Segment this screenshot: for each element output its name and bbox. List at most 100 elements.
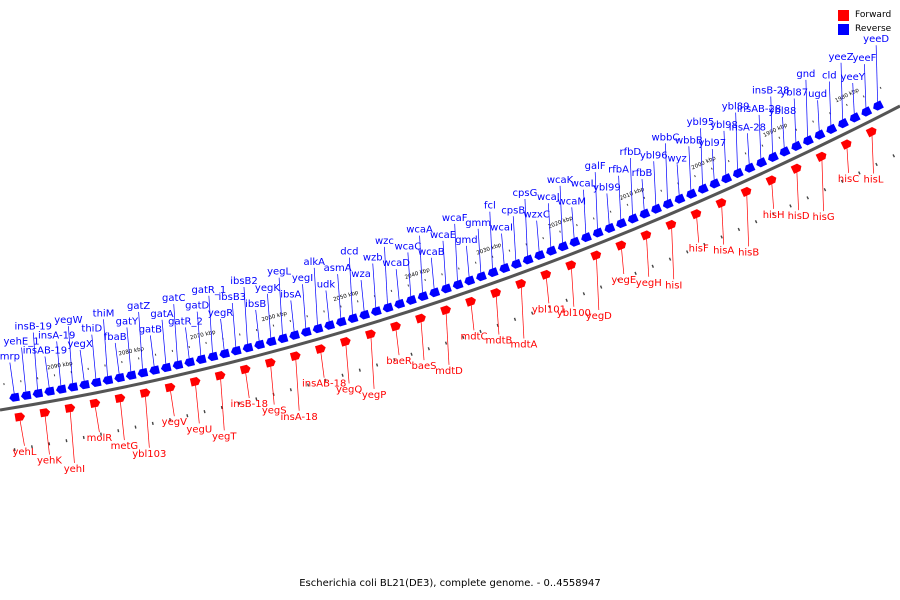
forward-gene-label: ybl100 xyxy=(557,308,591,319)
reverse-gene-label: gatC xyxy=(162,293,185,304)
forward-gene-arrow xyxy=(465,296,476,307)
reverse-gene-arrow xyxy=(546,245,557,256)
forward-gene-arrow xyxy=(214,371,226,381)
reverse-gene-arrow xyxy=(9,392,20,402)
tick-mark-upper xyxy=(643,196,646,199)
tick-label: 2050 kbp xyxy=(333,290,360,303)
tick-mark-lower xyxy=(720,235,723,239)
reverse-gene-leader xyxy=(501,233,505,265)
reverse-gene-label: rfbD xyxy=(619,147,641,158)
reverse-gene-leader xyxy=(606,193,610,225)
reverse-gene-leader xyxy=(243,286,248,344)
reverse-gene-label: gatY xyxy=(116,316,139,327)
forward-gene-leader xyxy=(846,147,849,173)
tick-label: 2080 kbp xyxy=(118,346,145,357)
reverse-gene-leader xyxy=(56,341,62,386)
reverse-gene-leader xyxy=(512,216,517,261)
forward-gene-arrow xyxy=(114,393,126,404)
reverse-gene-leader xyxy=(477,228,482,273)
reverse-gene-label: insAB-28 xyxy=(737,104,781,115)
legend: Forward Reverse xyxy=(838,8,891,36)
forward-gene-leader xyxy=(746,195,750,247)
reverse-gene-arrow xyxy=(359,309,371,320)
forward-gene-arrow xyxy=(490,288,502,299)
tick-label: 2060 kbp xyxy=(261,311,288,324)
reverse-gene-label: rfbB xyxy=(632,168,653,179)
reverse-gene-label: wcaB xyxy=(418,247,445,258)
reverse-gene-label: rfbA xyxy=(608,165,629,176)
forward-gene-arrow xyxy=(164,382,176,393)
forward-gene-label: baeR xyxy=(386,356,412,367)
forward-gene-arrow xyxy=(815,151,827,162)
forward-gene-label: hisH xyxy=(763,210,785,221)
reverse-gene-leader xyxy=(676,164,680,196)
tick-mark-lower xyxy=(668,257,672,261)
forward-gene-arrow xyxy=(189,377,201,387)
reverse-gene-arrow xyxy=(429,287,441,298)
reverse-gene-arrow xyxy=(441,283,452,294)
reverse-gene-label: ibsB xyxy=(245,299,266,310)
reverse-gene-arrow xyxy=(371,306,382,316)
forward-gene-arrow xyxy=(865,127,877,138)
reverse-gene-arrow xyxy=(300,326,312,337)
reverse-gene-label: ybl96 xyxy=(640,150,668,161)
forward-gene-arrow xyxy=(390,321,401,332)
tick-mark-upper xyxy=(744,152,747,155)
forward-gene-leader xyxy=(69,411,75,463)
tick-mark-upper xyxy=(576,224,578,227)
tick-mark-lower xyxy=(238,401,241,405)
tick-mark-lower xyxy=(858,171,861,175)
reverse-gene-leader xyxy=(290,300,295,332)
tick-mark-lower xyxy=(582,292,586,296)
forward-gene-label: yehK xyxy=(37,456,62,467)
tick-mark-upper xyxy=(761,144,764,147)
forward-gene-arrow xyxy=(565,260,577,271)
forward-gene-leader xyxy=(220,379,225,431)
forward-gene-arrow xyxy=(740,186,752,198)
reverse-gene-label: cld xyxy=(822,71,837,82)
tick-mark-lower xyxy=(134,425,137,429)
reverse-gene-leader xyxy=(629,157,633,215)
reverse-gene-label: ybl99 xyxy=(593,182,621,193)
reverse-gene-label: wza xyxy=(351,269,371,280)
reverse-gene-label: wcaK xyxy=(547,175,574,186)
reverse-gene-leader xyxy=(91,334,97,379)
reverse-gene-arrow xyxy=(709,178,721,189)
forward-gene-arrow xyxy=(365,329,376,340)
tick-mark-lower xyxy=(289,388,292,392)
reverse-gene-label: wcaM xyxy=(558,196,586,207)
reverse-gene-label: insB-28 xyxy=(752,85,790,96)
reverse-gene-label: wzb xyxy=(363,253,383,264)
reverse-gene-arrow xyxy=(242,342,254,353)
forward-gene-leader xyxy=(395,330,400,356)
reverse-gene-leader xyxy=(653,161,657,206)
forward-gene-label: hisL xyxy=(864,174,884,185)
forward-gene-label: mdtC xyxy=(460,331,487,342)
tick-mark-upper xyxy=(845,103,848,107)
reverse-gene-label: insA-19 xyxy=(38,330,75,341)
reverse-gene-leader xyxy=(828,81,832,126)
tick-mark-upper xyxy=(306,315,308,318)
reverse-gene-label: yegX xyxy=(67,339,92,350)
tick-mark-upper xyxy=(356,300,359,303)
tick-mark-lower xyxy=(393,358,396,362)
reverse-gene-leader xyxy=(641,179,645,211)
tick-mark-upper xyxy=(340,305,342,308)
reverse-gene-leader xyxy=(173,304,178,362)
reverse-gene-label: yegK xyxy=(255,283,280,294)
tick-mark-upper xyxy=(626,203,629,206)
forward-gene-leader xyxy=(696,217,700,243)
reverse-gene-leader xyxy=(688,146,692,191)
forward-gene-arrow xyxy=(790,163,802,174)
reverse-gene-label: insAB-19 xyxy=(23,345,67,356)
reverse-gene-leader xyxy=(302,284,307,329)
reverse-gene-leader xyxy=(489,211,493,269)
tick-mark-lower xyxy=(531,311,534,315)
reverse-gene-label: thiM xyxy=(93,308,115,319)
reverse-gene-label: wcaC xyxy=(394,241,421,252)
reverse-gene-arrow xyxy=(312,323,324,334)
forward-gene-arrow xyxy=(440,305,451,316)
reverse-gene-label: gatR_1 xyxy=(192,285,227,296)
reverse-gene-arrow xyxy=(779,146,791,157)
reverse-gene-arrow xyxy=(324,320,336,330)
